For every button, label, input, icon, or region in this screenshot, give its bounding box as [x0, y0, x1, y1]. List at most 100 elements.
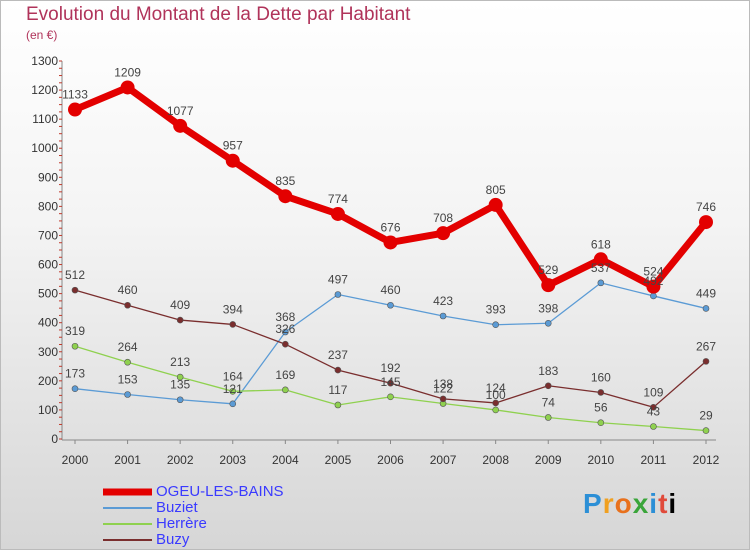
data-point [492, 399, 499, 407]
data-label: 393 [486, 303, 506, 317]
data-label: 537 [591, 261, 611, 275]
data-label: 524 [643, 265, 663, 279]
data-point [68, 102, 82, 117]
data-point [488, 197, 503, 212]
x-tick-label: 2004 [272, 453, 299, 467]
y-tick-label: 700 [38, 228, 58, 242]
data-label: 173 [65, 367, 85, 381]
data-point [492, 321, 499, 329]
logo-letter: i [649, 488, 659, 519]
data-label: 121 [223, 382, 243, 396]
data-point [282, 328, 289, 336]
data-point [541, 278, 556, 293]
y-tick-label: 1000 [31, 141, 58, 155]
x-tick-label: 2012 [693, 453, 720, 467]
data-label: 449 [696, 286, 716, 300]
y-tick-label: 1200 [31, 83, 58, 97]
data-label: 1077 [167, 104, 194, 118]
data-point [650, 292, 657, 300]
data-point [597, 279, 605, 287]
data-point [544, 382, 552, 390]
data-label: 398 [538, 301, 558, 315]
data-label: 213 [170, 355, 190, 369]
data-label: 267 [696, 339, 716, 353]
y-tick-label: 1300 [31, 54, 58, 68]
y-tick-label: 400 [38, 316, 58, 330]
x-tick-label: 2003 [219, 453, 246, 467]
data-label: 957 [223, 139, 243, 153]
x-tick-label: 2009 [535, 453, 562, 467]
data-point [120, 80, 135, 95]
data-label: 138 [433, 377, 453, 391]
data-label: 774 [328, 192, 348, 206]
data-label: 29 [699, 409, 713, 423]
data-point [702, 427, 710, 434]
data-point [176, 316, 184, 324]
legend-label: Herrère [156, 515, 207, 532]
data-label: 805 [486, 183, 506, 197]
data-point [439, 395, 447, 403]
logo-letter: i [668, 488, 678, 519]
logo-letter: o [614, 488, 633, 519]
y-tick-label: 600 [38, 258, 58, 272]
data-label: 409 [170, 298, 190, 312]
data-label: 460 [118, 283, 138, 297]
data-point [282, 386, 289, 394]
data-point [176, 396, 184, 404]
data-point [334, 291, 342, 298]
data-label: 74 [542, 395, 556, 409]
x-tick-label: 2007 [430, 453, 457, 467]
data-point [71, 342, 79, 350]
data-point [597, 419, 605, 427]
data-label: 746 [696, 200, 716, 214]
data-point [597, 389, 605, 396]
data-point [387, 301, 394, 309]
data-label: 135 [170, 378, 190, 392]
data-point [229, 400, 237, 408]
data-point [124, 391, 131, 398]
data-point [439, 312, 447, 320]
data-label: 676 [380, 220, 400, 234]
data-point [334, 366, 342, 374]
y-tick-label: 0 [51, 432, 58, 446]
data-point [492, 406, 499, 414]
data-label: 145 [380, 375, 400, 389]
data-label: 326 [275, 322, 295, 336]
data-point [544, 319, 552, 327]
legend-label: Buzy [156, 531, 190, 548]
data-point [702, 358, 710, 365]
proxiti-logo: Proxiti [583, 488, 677, 520]
data-point [71, 385, 79, 392]
logo-letter: r [602, 488, 615, 519]
data-label: 183 [538, 364, 558, 378]
y-tick-label: 300 [38, 345, 58, 359]
y-tick-label: 200 [38, 374, 58, 388]
data-label: 153 [118, 373, 138, 387]
data-label: 100 [486, 388, 506, 402]
data-label: 394 [223, 302, 243, 316]
data-label: 492 [643, 274, 663, 288]
x-tick-label: 2011 [641, 453, 667, 467]
data-label: 497 [328, 272, 348, 286]
data-point [278, 189, 293, 204]
data-label: 109 [643, 385, 663, 399]
data-point [383, 235, 398, 250]
data-point [387, 393, 394, 401]
data-point [650, 404, 657, 411]
data-point [282, 340, 289, 348]
logo-letter: t [658, 488, 669, 519]
data-point [699, 215, 713, 230]
data-point [702, 305, 710, 312]
data-point [334, 401, 342, 409]
data-point [436, 226, 451, 241]
data-label: 319 [65, 324, 85, 338]
logo-letter: P [583, 488, 603, 519]
data-point [124, 358, 131, 366]
data-point [330, 206, 345, 221]
y-tick-label: 100 [38, 403, 58, 417]
data-label: 512 [65, 268, 85, 282]
data-label: 708 [433, 211, 453, 225]
data-label: 192 [380, 361, 400, 375]
data-label: 618 [591, 237, 611, 251]
data-point [124, 301, 131, 309]
